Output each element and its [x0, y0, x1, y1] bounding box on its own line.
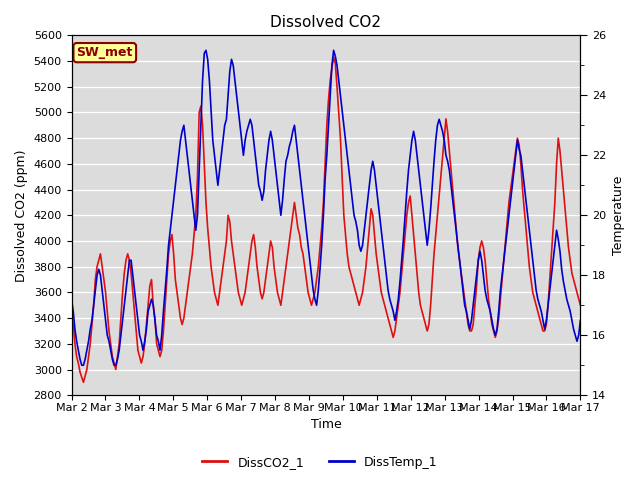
Y-axis label: Temperature: Temperature — [612, 176, 625, 255]
Title: Dissolved CO2: Dissolved CO2 — [271, 15, 381, 30]
Legend: DissCO2_1, DissTemp_1: DissCO2_1, DissTemp_1 — [197, 451, 443, 474]
X-axis label: Time: Time — [310, 419, 341, 432]
Y-axis label: Dissolved CO2 (ppm): Dissolved CO2 (ppm) — [15, 149, 28, 281]
Text: SW_met: SW_met — [77, 46, 133, 59]
